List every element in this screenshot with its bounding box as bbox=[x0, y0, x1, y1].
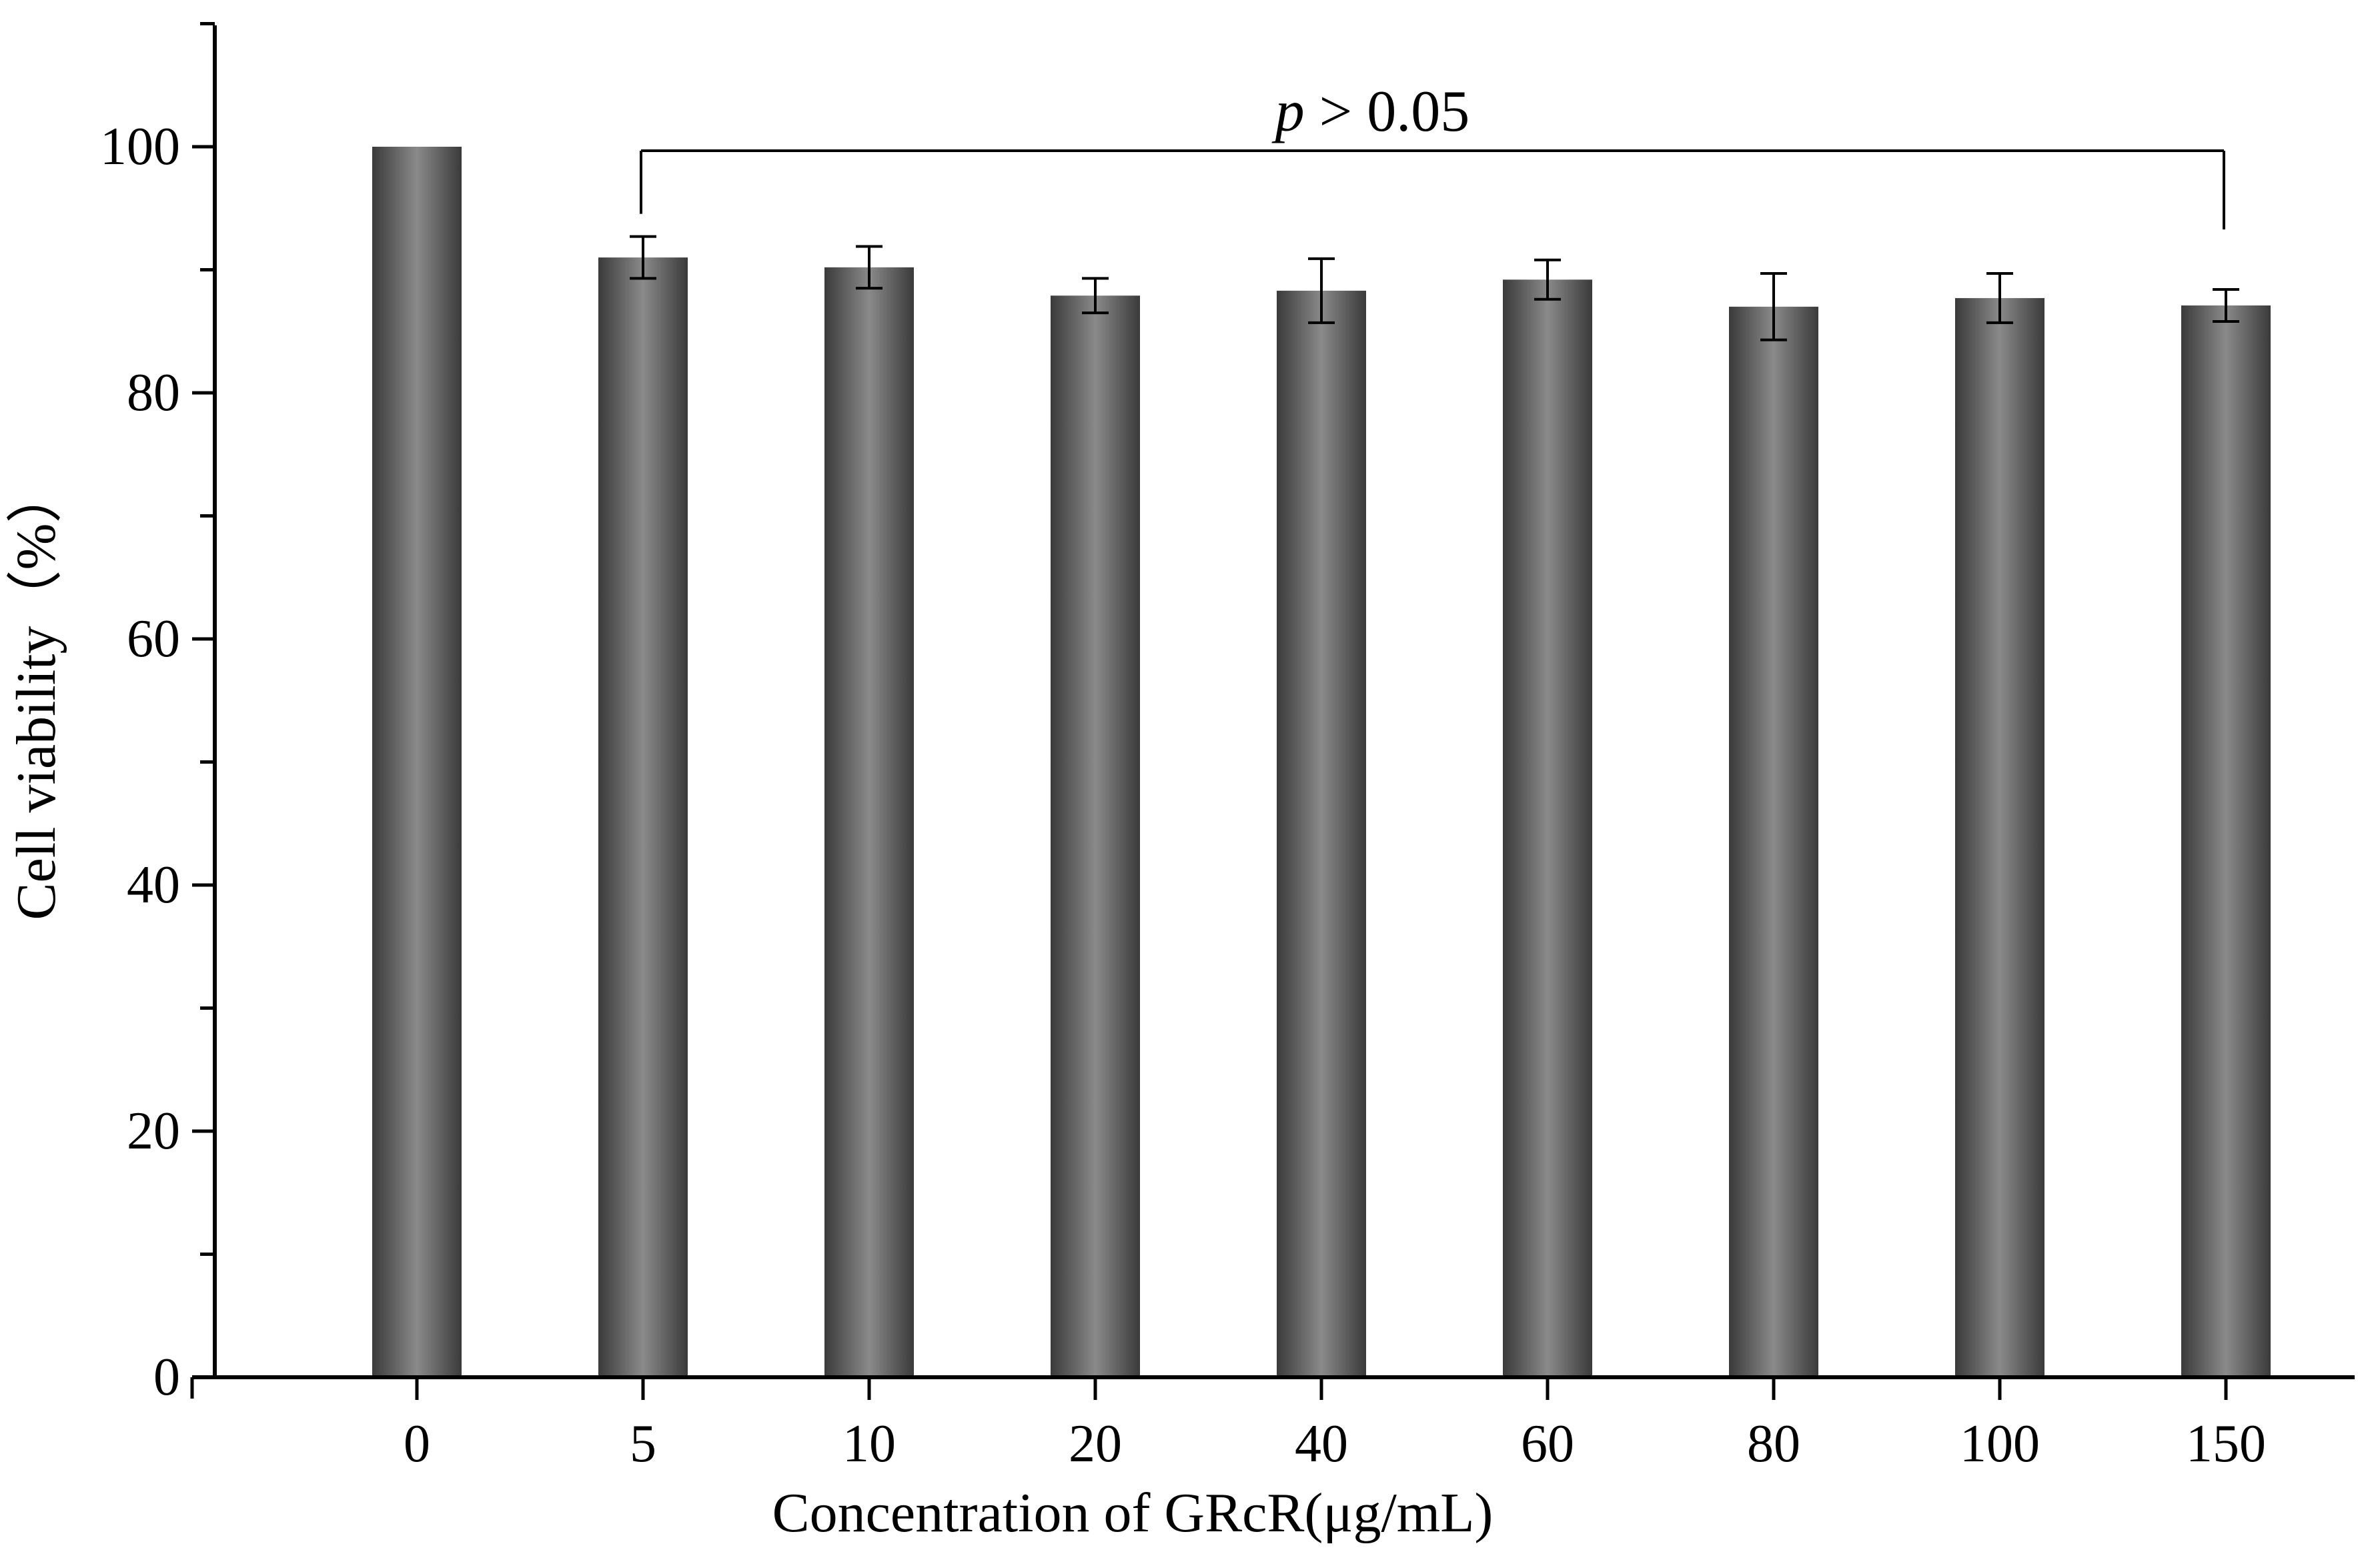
bar-10 bbox=[824, 267, 914, 1377]
bar-5 bbox=[598, 257, 688, 1377]
error-bar-40 bbox=[1308, 257, 1335, 324]
bar-40 bbox=[1277, 290, 1366, 1377]
y-tick-label-100: 100 bbox=[100, 117, 180, 176]
bar-0 bbox=[372, 147, 462, 1377]
x-tick-label-100: 100 bbox=[1960, 1415, 2040, 1473]
bar-20 bbox=[1051, 295, 1140, 1377]
significance-label: p > 0.05 bbox=[1271, 79, 1470, 144]
significance-bracket bbox=[640, 149, 2225, 230]
error-bar-10 bbox=[856, 245, 882, 290]
x-tick-label-40: 40 bbox=[1295, 1415, 1348, 1473]
error-bar-20 bbox=[1082, 277, 1109, 315]
x-axis-title: Concentration of GRcR(μg/mL) bbox=[772, 1482, 1494, 1544]
y-tick-label-60: 60 bbox=[127, 610, 180, 668]
error-bar-80 bbox=[1760, 272, 1787, 341]
error-bar-100 bbox=[1986, 272, 2013, 324]
bar-60 bbox=[1503, 279, 1592, 1377]
x-tick-label-0: 0 bbox=[404, 1415, 430, 1473]
x-tick-label-20: 20 bbox=[1069, 1415, 1122, 1473]
x-tick-label-150: 150 bbox=[2186, 1415, 2266, 1473]
p-threshold: > 0.05 bbox=[1305, 79, 1470, 144]
y-tick-label-20: 20 bbox=[127, 1102, 180, 1160]
x-tick-label-80: 80 bbox=[1747, 1415, 1800, 1473]
y-axis-title: Cell viability（%） bbox=[5, 468, 67, 920]
error-bar-5 bbox=[630, 235, 656, 280]
y-tick-label-40: 40 bbox=[127, 856, 180, 914]
p-symbol: p bbox=[1271, 79, 1305, 144]
y-tick-label-0: 0 bbox=[153, 1348, 180, 1407]
bar-80 bbox=[1729, 306, 1818, 1378]
bar-100 bbox=[1955, 297, 2044, 1377]
x-tick-label-60: 60 bbox=[1521, 1415, 1574, 1473]
x-tick-label-5: 5 bbox=[630, 1415, 656, 1473]
y-tick-label-80: 80 bbox=[127, 363, 180, 422]
error-bar-60 bbox=[1534, 258, 1561, 301]
error-bar-150 bbox=[2213, 288, 2239, 323]
bar-150 bbox=[2181, 305, 2271, 1377]
x-tick-label-10: 10 bbox=[842, 1415, 896, 1473]
